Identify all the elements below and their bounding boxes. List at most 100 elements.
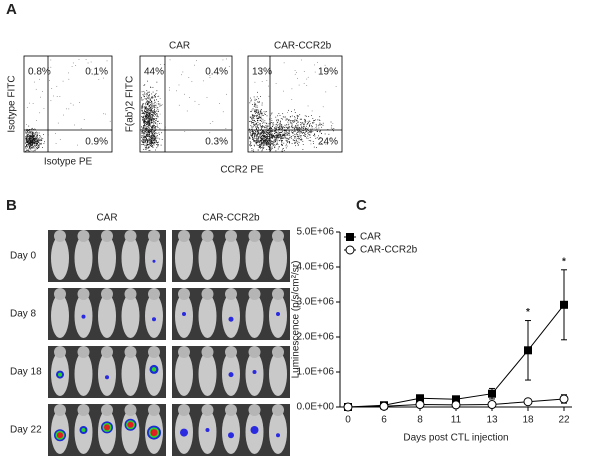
event-dot (257, 120, 259, 121)
event-dot (300, 139, 302, 141)
event-dot (272, 134, 274, 136)
event-dot (148, 132, 150, 134)
event-dot (307, 76, 309, 78)
event-dot (143, 138, 145, 140)
event-dot (324, 142, 326, 144)
event-dot (28, 139, 30, 140)
event-dot (266, 115, 268, 117)
event-dot (270, 147, 272, 149)
mouse (145, 294, 163, 338)
event-dot (161, 104, 163, 106)
event-dot (274, 132, 276, 134)
event-dot (280, 136, 282, 137)
event-dot (258, 140, 259, 142)
event-dot (33, 138, 35, 139)
event-dot (146, 135, 147, 136)
event-dot (318, 135, 319, 137)
event-dot (258, 143, 260, 145)
event-dot (25, 150, 26, 152)
event-dot (36, 140, 38, 142)
event-dot (253, 126, 255, 128)
event-dot (155, 126, 156, 128)
event-dot (40, 142, 41, 144)
event-dot (225, 128, 227, 129)
event-dot (144, 124, 145, 126)
event-dot (209, 77, 211, 78)
event-dot (298, 131, 300, 133)
event-dot (301, 123, 303, 125)
marker (488, 389, 496, 398)
event-dot (252, 136, 254, 138)
event-dot (148, 102, 150, 104)
mouse-head (225, 288, 237, 300)
mouse-head (77, 346, 90, 358)
event-dot (26, 144, 27, 146)
event-dot (148, 114, 150, 116)
event-dot (270, 150, 272, 152)
event-dot (155, 105, 157, 107)
event-dot (297, 141, 299, 143)
event-dot (142, 130, 144, 132)
event-dot (286, 127, 287, 128)
event-dot (282, 138, 283, 139)
event-dot (281, 140, 283, 142)
event-dot (312, 122, 313, 123)
event-dot (29, 143, 31, 145)
event-dot (261, 81, 263, 82)
event-dot (150, 138, 152, 140)
event-dot (144, 147, 146, 149)
event-dot (150, 131, 152, 133)
event-dot (153, 123, 155, 125)
event-dot (251, 114, 253, 116)
event-dot (314, 134, 315, 136)
event-dot (149, 123, 151, 125)
event-dot (143, 119, 144, 121)
event-dot (268, 143, 270, 144)
event-dot (256, 138, 258, 140)
mouse-head (101, 288, 113, 300)
event-dot (39, 135, 40, 136)
event-dot (153, 140, 155, 142)
event-dot (302, 149, 304, 150)
event-dot (291, 123, 293, 125)
event-dot (255, 103, 257, 105)
mouse (245, 294, 264, 338)
event-dot (153, 112, 154, 113)
event-dot (141, 140, 143, 142)
event-dot (300, 121, 302, 123)
event-dot (271, 130, 272, 132)
event-dot (266, 145, 268, 146)
event-dot (151, 93, 153, 95)
event-dot (258, 136, 260, 138)
event-dot (31, 136, 33, 138)
x-tick-label: 8 (417, 415, 423, 426)
event-dot (158, 103, 160, 104)
event-dot (261, 118, 262, 120)
event-dot (259, 116, 261, 118)
event-dot (151, 100, 152, 102)
panel-label: C (356, 197, 367, 214)
event-dot (149, 146, 150, 148)
event-dot (33, 135, 34, 136)
event-dot (254, 98, 256, 100)
event-dot (278, 146, 280, 147)
event-dot (293, 120, 295, 121)
event-dot (28, 148, 30, 150)
event-dot (254, 133, 256, 135)
event-dot (280, 138, 281, 139)
event-dot (261, 132, 263, 134)
event-dot (153, 131, 155, 133)
event-dot (169, 89, 170, 91)
event-dot (42, 138, 44, 140)
mouse-head (148, 346, 160, 358)
event-dot (276, 123, 278, 125)
event-dot (56, 96, 58, 97)
event-dot (295, 141, 297, 143)
event-dot (147, 92, 149, 94)
event-dot (31, 135, 33, 137)
event-dot (146, 113, 147, 115)
event-dot (146, 100, 148, 102)
event-dot (301, 133, 303, 134)
event-dot (276, 122, 278, 124)
